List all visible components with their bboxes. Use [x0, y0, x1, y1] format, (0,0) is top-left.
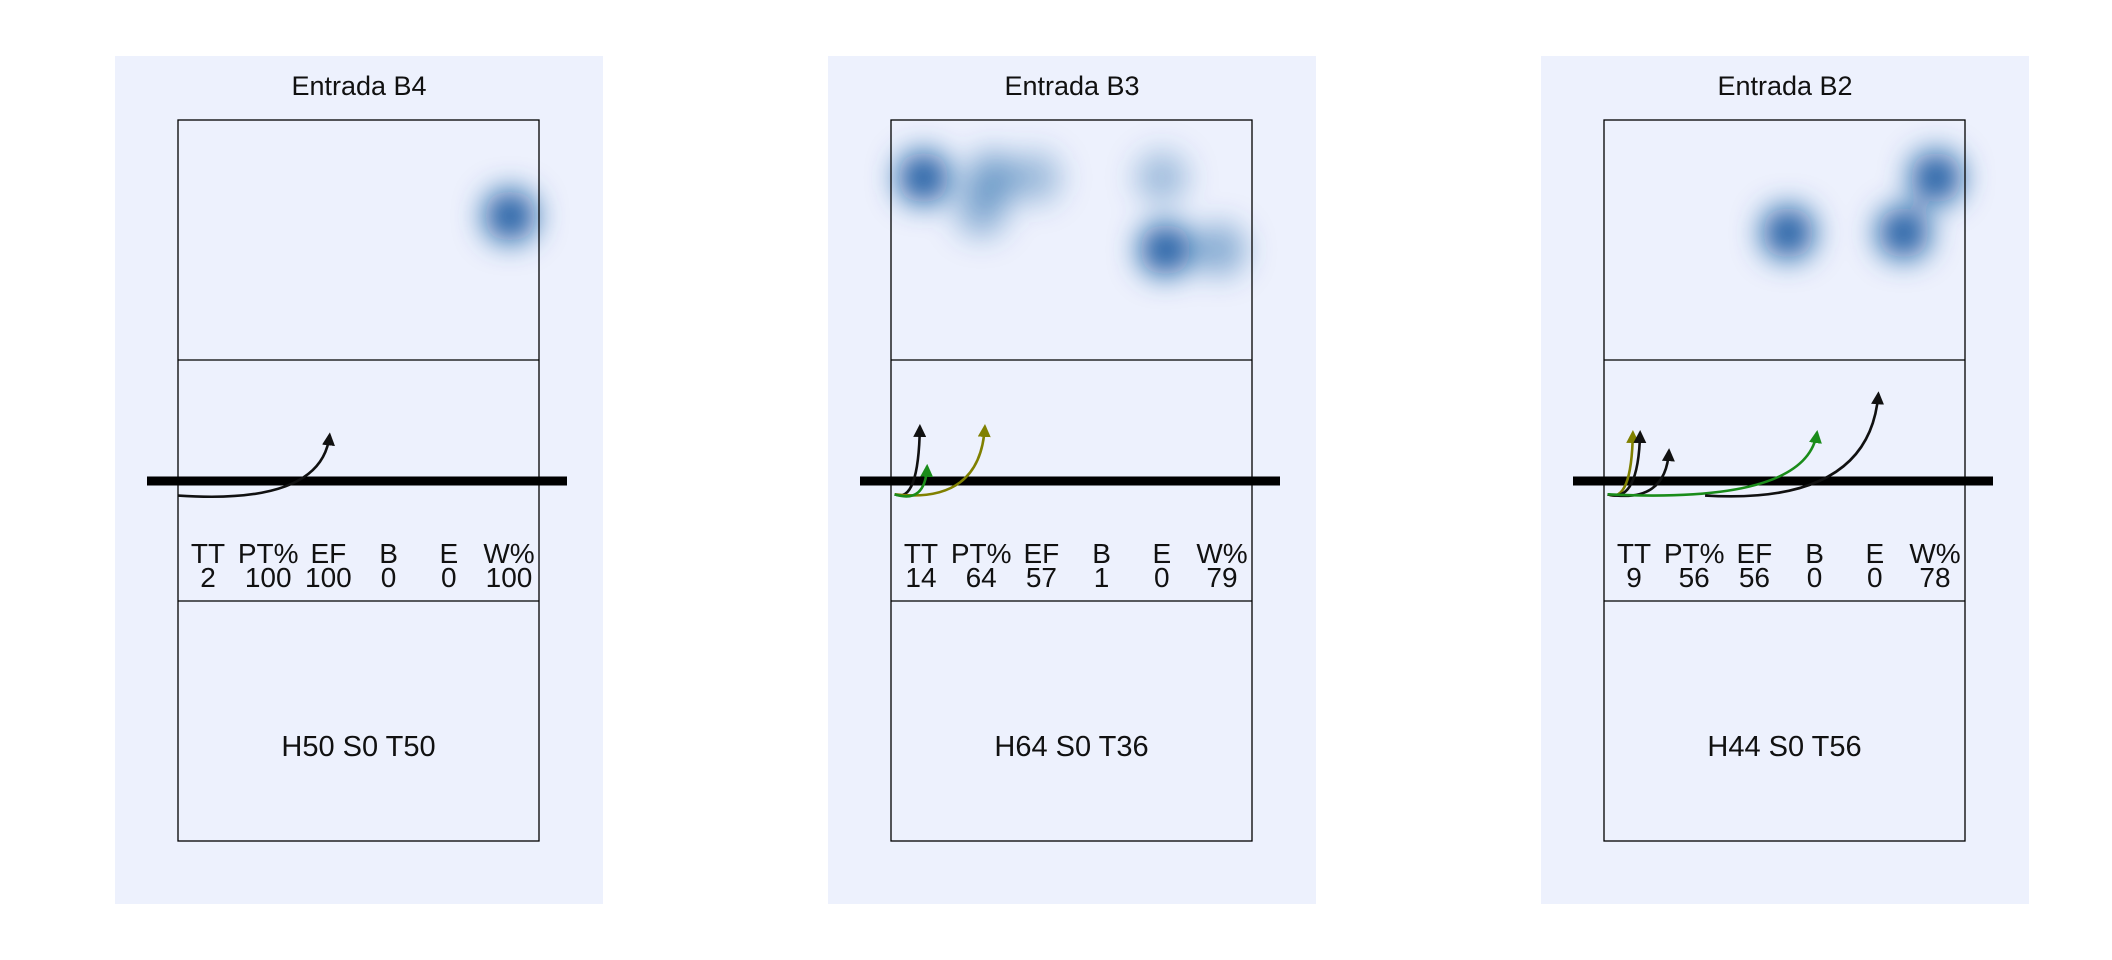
stat-value: 0 [381, 562, 397, 593]
bottom-label: H64 S0 T36 [994, 731, 1148, 763]
stat-value: 9 [1626, 562, 1642, 593]
heat-spot [1877, 206, 1930, 259]
stat-header: EF [311, 538, 347, 569]
heat-spot [484, 190, 537, 242]
stat-header: B [1092, 538, 1111, 569]
stat-header: W% [483, 538, 534, 569]
stat-header: W% [1909, 538, 1960, 569]
bottom-label: H44 S0 T56 [1707, 731, 1861, 763]
heat-spot [897, 151, 950, 204]
stat-value: 100 [245, 562, 292, 593]
heat-spot [1139, 223, 1192, 276]
heatmap-layer [484, 190, 537, 242]
attack-arrow [1607, 430, 1822, 497]
heatmap-blur-group [484, 190, 537, 242]
attack-arrow [894, 463, 934, 498]
stat-value: 56 [1739, 562, 1770, 593]
stat-value: 0 [1154, 562, 1170, 593]
heat-spot [1762, 206, 1815, 259]
stat-value: 1 [1094, 562, 1110, 593]
stat-header: B [379, 538, 398, 569]
stat-value: 64 [966, 562, 997, 593]
stat-header: TT [191, 538, 225, 569]
heatmap-blur-group [1762, 151, 1963, 259]
stat-header: PT% [1664, 538, 1725, 569]
attack-arrow [1705, 391, 1885, 498]
stat-value: 0 [1867, 562, 1883, 593]
stat-header: EF [1737, 538, 1773, 569]
heat-spot [1910, 151, 1963, 204]
stat-header: PT% [238, 538, 299, 569]
heatmap-layer [897, 151, 1246, 276]
stat-header: B [1805, 538, 1824, 569]
heat-spot [1193, 223, 1246, 276]
stat-value: 0 [441, 562, 457, 593]
panel-title: Entrada B3 [1004, 71, 1139, 101]
stat-value: 79 [1206, 562, 1237, 593]
stat-value: 14 [905, 562, 936, 593]
stat-value: 56 [1679, 562, 1710, 593]
panel-title: Entrada B4 [291, 71, 426, 101]
stat-value: 0 [1807, 562, 1823, 593]
stat-value: 100 [486, 562, 533, 593]
heat-spot [1135, 151, 1188, 204]
stat-value: 78 [1919, 562, 1950, 593]
stat-header: PT% [951, 538, 1012, 569]
attack-arrow [177, 432, 335, 499]
stat-header: TT [1617, 538, 1651, 569]
bottom-label: H50 S0 T50 [281, 731, 435, 763]
stat-value: 100 [305, 562, 352, 593]
heat-spot [955, 185, 1008, 238]
stat-value: 57 [1026, 562, 1057, 593]
heatmap-layer [1762, 151, 1963, 259]
stat-header: W% [1196, 538, 1247, 569]
panel-title: Entrada B2 [1717, 71, 1852, 101]
stat-header: TT [904, 538, 938, 569]
heat-spot [1009, 151, 1062, 204]
stat-value: 2 [200, 562, 216, 593]
stat-header: EF [1024, 538, 1060, 569]
heatmap-blur-group [897, 151, 1246, 276]
stat-header: E [439, 538, 458, 569]
stat-header: E [1865, 538, 1884, 569]
stat-header: E [1152, 538, 1171, 569]
